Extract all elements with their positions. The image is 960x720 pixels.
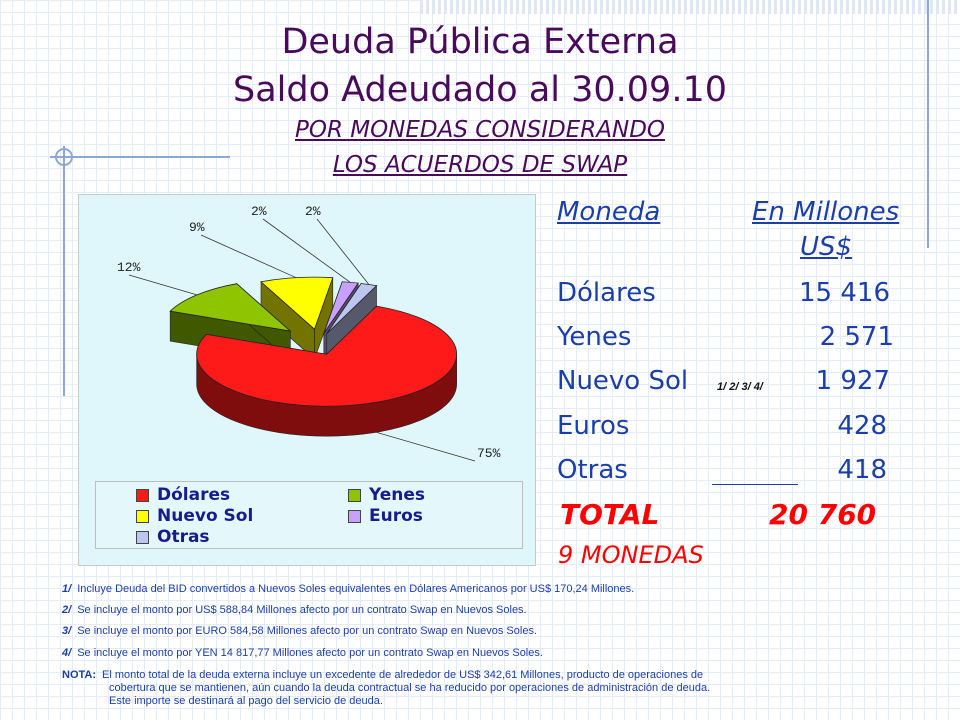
- pie-slice-dolares: [196, 305, 458, 407]
- nota-line3: Este importe se destinará al pago del se…: [109, 695, 383, 707]
- table-row-name: Euros: [557, 411, 630, 441]
- table-header-millones: En Millones: [752, 197, 900, 227]
- slide-subtitle-line2: LOS ACUERDOS DE SWAP: [332, 152, 628, 178]
- legend-label: Nuevo Sol: [157, 506, 254, 526]
- slide-title-line2: Saldo Adeudado al 30.09.10: [233, 70, 727, 110]
- footnote-text: Incluye Deuda del BID convertidos a Nuev…: [77, 583, 635, 595]
- currency-count: 9 MONEDAS: [558, 541, 704, 569]
- table-row-value: 15 416: [799, 278, 890, 308]
- chart-legend: Dólares Yenes Nuevo Sol Euros Otras: [95, 481, 523, 549]
- pie-slice-yenes: [169, 283, 292, 332]
- table-row-name: Otras: [557, 455, 628, 485]
- nota-mark: NOTA:: [62, 669, 97, 681]
- footnote-mark: 4/: [62, 647, 72, 659]
- leader-line-otras: [316, 218, 370, 285]
- legend-label: Yenes: [369, 485, 426, 505]
- table-row-value: 2 571: [819, 322, 894, 352]
- decorative-line: [50, 156, 230, 158]
- pct-label-otras: 2%: [305, 204, 321, 219]
- pie-chart: 75% 12% 9% 2% 2%: [117, 204, 501, 462]
- table-header-usd: US$: [800, 232, 853, 262]
- table-row-value: 428: [837, 411, 887, 441]
- footnote-mark: 1/: [62, 583, 72, 595]
- legend-item-nuevo-sol: Nuevo Sol: [136, 506, 253, 526]
- total-label: TOTAL: [560, 498, 660, 531]
- legend-label: Euros: [369, 506, 423, 526]
- pct-label-euros: 2%: [251, 204, 267, 219]
- footnote-3: 3/Se incluye el monto por EURO 584,58 Mi…: [62, 625, 537, 638]
- footnote-text: Se incluye el monto por EURO 584,58 Mill…: [77, 625, 537, 637]
- nota-line2: cobertura que se mantienen, aún cuando l…: [109, 682, 711, 694]
- decorative-line: [63, 146, 65, 396]
- legend-swatch: [136, 509, 149, 523]
- top-decorative-band: [420, 0, 960, 14]
- legend-item-euros: Euros: [348, 506, 423, 526]
- table-row-value: 418: [837, 455, 887, 485]
- footnote-markers: 1/ 2/ 3/ 4/: [717, 381, 763, 393]
- table-header-moneda: Moneda: [557, 197, 661, 227]
- legend-item-dolares: Dólares: [136, 485, 230, 505]
- legend-label: Otras: [157, 527, 210, 547]
- decorative-circle: [55, 148, 73, 166]
- legend-label: Dólares: [157, 485, 231, 505]
- leader-line-yenes: [128, 274, 198, 296]
- table-row-name: Yenes: [557, 322, 632, 352]
- footnote-1: 1/Incluye Deuda del BID convertidos a Nu…: [62, 583, 634, 596]
- pie-slice-otras: [326, 283, 378, 334]
- leader-line-nuevo-sol: [200, 234, 297, 279]
- legend-swatch: [136, 530, 149, 544]
- legend-swatch: [136, 488, 149, 502]
- pct-label-dolares: 75%: [477, 446, 501, 461]
- leader-line-dolares: [376, 431, 476, 462]
- footnote-mark: 3/: [62, 625, 72, 637]
- table-row-value: 1 927: [815, 366, 890, 396]
- pct-label-nuevo-sol: 9%: [189, 220, 205, 235]
- table-row-name: Nuevo Sol: [557, 366, 689, 396]
- total-value: 20 760: [769, 498, 877, 531]
- legend-item-otras: Otras: [136, 527, 210, 547]
- footnote-mark: 2/: [62, 604, 72, 616]
- sum-underline: [712, 484, 798, 485]
- pie-chart-panel: 75% 12% 9% 2% 2% Dólares Yenes Nuevo Sol Eur…: [78, 194, 536, 566]
- slide-title-line1: Deuda Pública Externa: [281, 22, 679, 62]
- table-row-name: Dólares: [557, 278, 656, 308]
- footnote-text: Se incluye el monto por US$ 588,84 Millo…: [77, 604, 527, 616]
- nota-line1: NOTA: El monto total de la deuda externa …: [62, 669, 703, 682]
- slide-subtitle-line1: POR MONEDAS CONSIDERANDO: [294, 117, 666, 143]
- footnote-2: 2/Se incluye el monto por US$ 588,84 Mil…: [62, 604, 527, 617]
- leader-line-euros: [262, 218, 351, 283]
- legend-swatch: [348, 488, 361, 502]
- nota-text: El monto total de la deuda externa inclu…: [102, 669, 704, 681]
- legend-item-yenes: Yenes: [348, 485, 425, 505]
- pct-label-yenes: 12%: [117, 260, 141, 275]
- legend-swatch: [348, 509, 361, 523]
- footnote-text: Se incluye el monto por YEN 14 817,77 Mi…: [77, 647, 543, 659]
- footnote-4: 4/Se incluye el monto por YEN 14 817,77 …: [62, 647, 543, 660]
- decorative-line: [927, 0, 929, 248]
